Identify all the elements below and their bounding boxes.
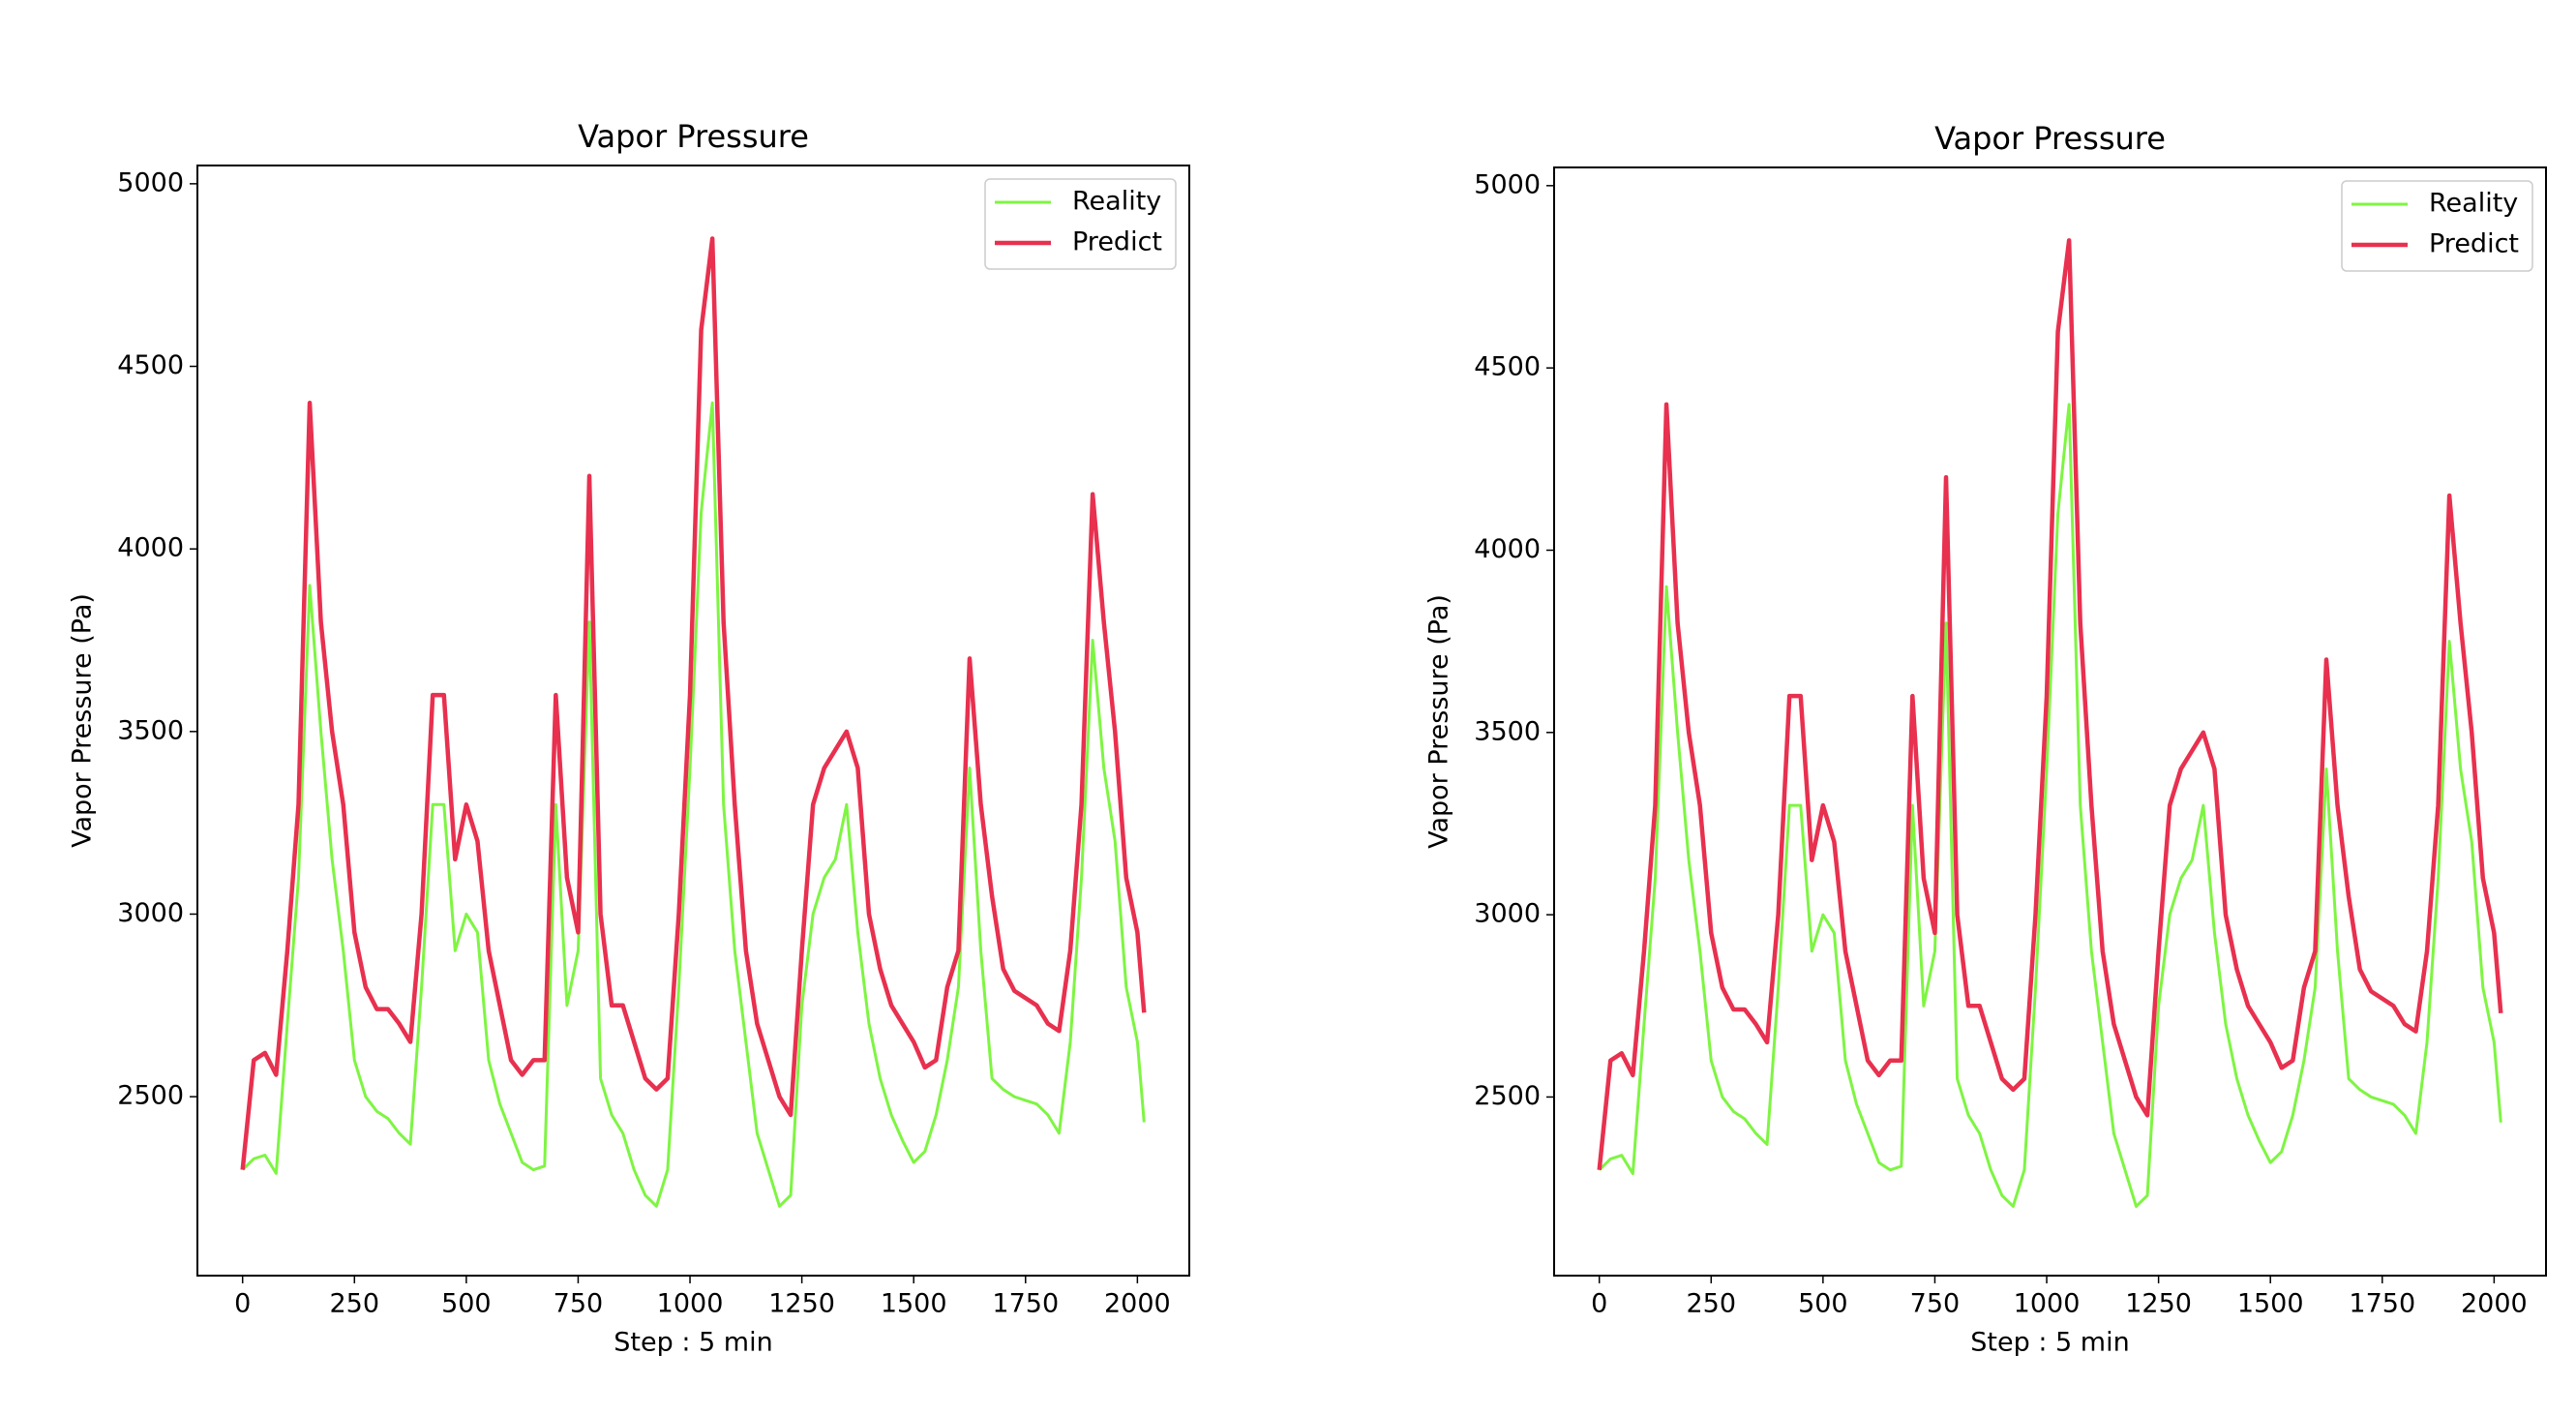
x-tick-label: 1500 (881, 1289, 947, 1319)
y-tick-label: 2500 (1474, 1081, 1541, 1111)
y-axis-label: Vapor Pressure (Pa) (68, 593, 98, 848)
x-tick-label: 750 (554, 1289, 604, 1319)
legend-label: Reality (1072, 187, 1161, 217)
x-tick-label: 1250 (2125, 1289, 2192, 1319)
line-series (1597, 238, 2503, 1170)
chart-title: Vapor Pressure (578, 118, 809, 155)
x-tick-label: 1000 (657, 1289, 724, 1319)
y-tick-label: 3000 (1474, 899, 1541, 929)
y-tick-label: 3500 (1474, 716, 1541, 746)
x-tick-label: 2000 (2461, 1289, 2528, 1319)
y-tick-label: 2500 (117, 1081, 184, 1111)
line-series (1598, 403, 2502, 1208)
y-tick-label: 5000 (117, 167, 184, 197)
legend-label: Predict (1072, 227, 1162, 257)
y-axis-label: Vapor Pressure (Pa) (1424, 594, 1454, 849)
chart-title: Vapor Pressure (1934, 120, 2166, 157)
line-series (241, 401, 1146, 1208)
x-tick-label: 1000 (2014, 1289, 2081, 1319)
x-tick-label: 500 (1798, 1289, 1848, 1319)
y-tick-label: 3000 (117, 898, 184, 928)
axes-frame (196, 165, 1190, 1277)
legend-label: Predict (2429, 229, 2519, 259)
y-tick-label: 4000 (117, 533, 184, 563)
x-tick-label: 500 (441, 1289, 492, 1319)
legend: Reality Predict (984, 178, 1177, 270)
y-tick-label: 5000 (1474, 169, 1541, 199)
x-axis-label: Step : 5 min (614, 1328, 772, 1358)
x-tick-label: 0 (234, 1289, 251, 1319)
x-tick-label: 1750 (992, 1289, 1059, 1319)
line-series (240, 236, 1147, 1170)
legend: Reality Predict (2341, 180, 2533, 272)
x-tick-label: 1250 (768, 1289, 835, 1319)
x-tick-label: 750 (1910, 1289, 1961, 1319)
x-tick-label: 1500 (2237, 1289, 2304, 1319)
y-tick-label: 4500 (117, 350, 184, 380)
chart: Vapor Pressure Step : 5 min Vapor Pressure… (68, 118, 1190, 1358)
axes-frame (1553, 166, 2547, 1277)
x-tick-label: 250 (330, 1289, 380, 1319)
x-axis-label: Step : 5 min (1970, 1328, 2129, 1358)
legend-label: Reality (2429, 189, 2518, 219)
x-tick-label: 1750 (2349, 1289, 2415, 1319)
x-tick-label: 2000 (1104, 1289, 1171, 1319)
chart: Vapor Pressure Step : 5 min Vapor Pressure… (1424, 120, 2547, 1358)
y-tick-label: 4500 (1474, 352, 1541, 382)
y-tick-label: 3500 (117, 715, 184, 745)
x-tick-label: 0 (1591, 1289, 1607, 1319)
y-tick-label: 4000 (1474, 534, 1541, 564)
x-tick-label: 250 (1687, 1289, 1737, 1319)
